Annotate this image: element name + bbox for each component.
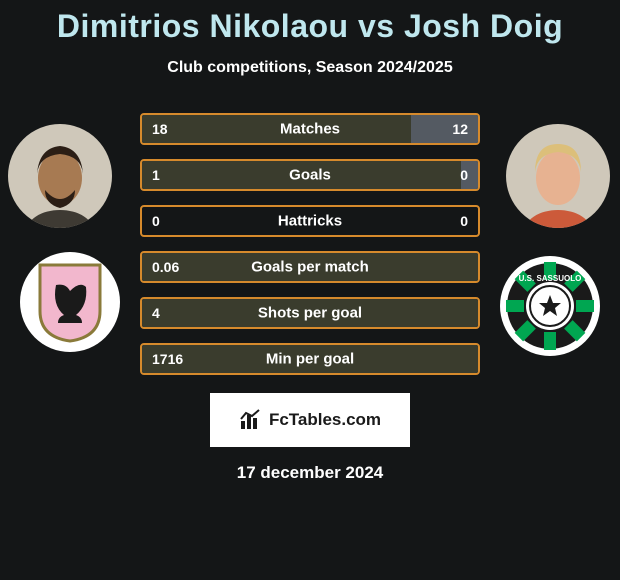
stat-row: 18 Matches 12 — [140, 113, 480, 145]
stat-right-value: 0 — [460, 213, 468, 229]
stat-left-value: 4 — [152, 305, 160, 321]
stat-left-value: 1716 — [152, 351, 183, 367]
svg-text:U.S. SASSUOLO: U.S. SASSUOLO — [519, 274, 582, 283]
stat-left-value: 0 — [152, 213, 160, 229]
stat-row: 1716 Min per goal — [140, 343, 480, 375]
stat-label: Shots per goal — [258, 305, 362, 322]
stat-row: 1 Goals 0 — [140, 159, 480, 191]
page-title: Dimitrios Nikolaou vs Josh Doig — [0, 8, 620, 45]
stat-left-value: 0.06 — [152, 259, 179, 275]
player-right-avatar — [506, 124, 610, 228]
stat-row: 0 Hattricks 0 — [140, 205, 480, 237]
stat-label: Min per goal — [266, 351, 354, 368]
brand-chart-icon — [239, 409, 263, 431]
stat-label: Goals per match — [251, 259, 369, 276]
brand-text: FcTables.com — [269, 410, 381, 430]
club-left-badge — [20, 252, 120, 352]
stat-left-value: 1 — [152, 167, 160, 183]
subtitle: Club competitions, Season 2024/2025 — [0, 59, 620, 77]
stat-row: 0.06 Goals per match — [140, 251, 480, 283]
stat-label: Hattricks — [278, 213, 342, 230]
stat-right-value: 12 — [452, 121, 468, 137]
stat-label: Matches — [280, 121, 340, 138]
stat-right-value: 0 — [460, 167, 468, 183]
stat-label: Goals — [289, 167, 331, 184]
stat-left-value: 18 — [152, 121, 168, 137]
stat-row: 4 Shots per goal — [140, 297, 480, 329]
club-right-badge: U.S. SASSUOLO — [500, 256, 600, 356]
brand-box: FcTables.com — [210, 393, 410, 447]
player-left-avatar — [8, 124, 112, 228]
date-line: 17 december 2024 — [0, 463, 620, 483]
